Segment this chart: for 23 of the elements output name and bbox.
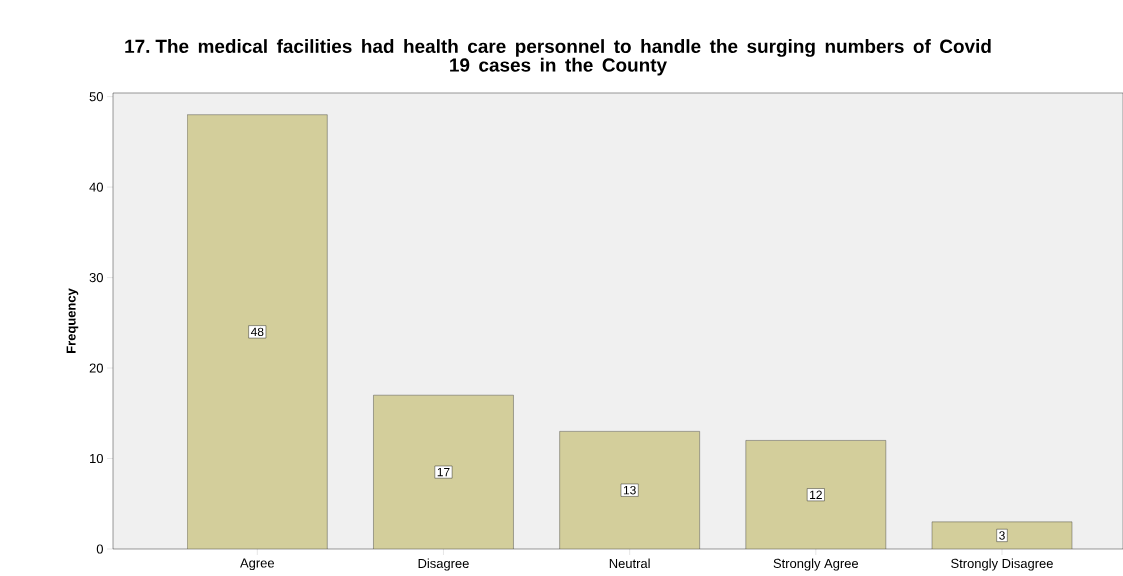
x-tick-label: Disagree [418,558,469,571]
y-tick-label: 40 [89,182,103,192]
data-label: 12 [810,490,822,499]
y-tick-label: 50 [89,92,103,102]
x-tick-label: Agree [240,558,274,571]
data-label: 48 [250,327,264,337]
bar [187,114,328,549]
y-axis-title: Frequency [66,288,79,353]
x-tick-label: Strongly Agree [773,558,859,571]
data-label: 17 [437,467,450,477]
chart-title: 17. The medical facilities had health care personnel to handle the surging numbers of Covid 19 cases in the County [125,39,991,76]
x-tick-label: Strongly Disagree [951,558,1053,571]
bar [559,431,700,549]
bar [931,521,1073,549]
y-tick-label: 0 [96,544,103,554]
data-label: 13 [623,485,636,495]
bar [745,440,887,549]
x-tick-label: Neutral [609,558,650,569]
bar [373,394,514,549]
y-tick-label: 10 [90,453,103,464]
y-tick-label: 20 [89,363,103,373]
data-label: 3 [999,531,1005,540]
y-tick-label: 30 [89,272,103,283]
